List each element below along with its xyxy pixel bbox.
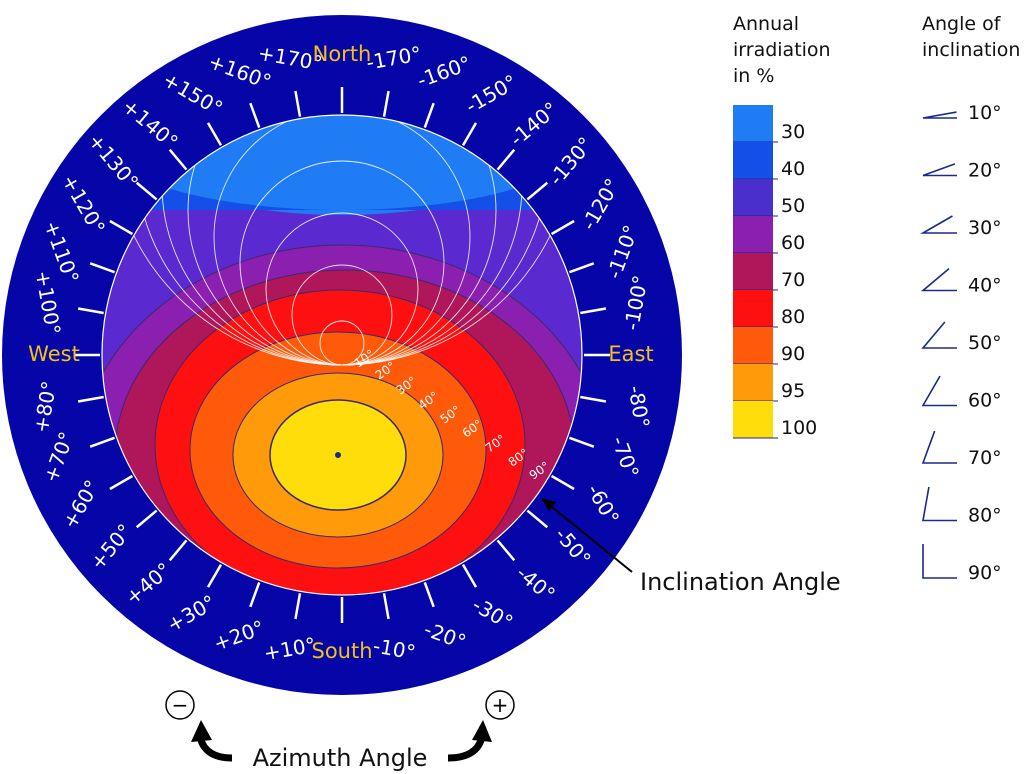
azimuth-tick bbox=[580, 395, 607, 403]
east-label: East bbox=[608, 342, 653, 366]
inclination-legend-title-1: Angle of bbox=[922, 13, 1002, 35]
legend-band-label: 30 bbox=[781, 121, 805, 143]
azimuth-tick bbox=[89, 262, 116, 274]
inclination-legend-label: 10° bbox=[968, 102, 1002, 124]
azimuth-tick bbox=[526, 181, 549, 201]
inclination-icon-80 bbox=[922, 486, 957, 522]
north-label: North bbox=[313, 42, 372, 66]
azimuth-tick bbox=[206, 122, 223, 147]
azimuth-tick bbox=[461, 122, 478, 147]
irradiation-legend-title-1: Annual bbox=[733, 13, 799, 35]
inclination-icon-20 bbox=[922, 163, 957, 177]
inclination-legend-label: 90° bbox=[968, 562, 1002, 584]
legend-band-40 bbox=[733, 142, 773, 179]
azimuth-tick bbox=[77, 307, 104, 315]
legend-band-label: 50 bbox=[781, 195, 805, 217]
azimuth-tick bbox=[568, 262, 595, 274]
azimuth-tick bbox=[89, 436, 116, 448]
plus-symbol: + bbox=[492, 693, 509, 717]
inclination-legend-label: 70° bbox=[968, 447, 1002, 469]
legend-band-80 bbox=[733, 290, 773, 327]
legend-band-50 bbox=[733, 179, 773, 216]
azimuth-ticks bbox=[74, 87, 610, 623]
azimuth-tick bbox=[461, 563, 478, 588]
inclination-legend-label: 60° bbox=[968, 390, 1002, 412]
center-dot bbox=[335, 452, 341, 458]
azimuth-tick bbox=[496, 539, 516, 562]
south-label: South bbox=[311, 639, 372, 663]
azimuth-tick bbox=[249, 581, 261, 608]
azimuth-tick bbox=[135, 181, 158, 201]
right-arrowhead bbox=[472, 720, 492, 742]
inclination-icon-40 bbox=[920, 268, 957, 292]
inclination-legend-label: 30° bbox=[968, 217, 1002, 239]
azimuth-tick bbox=[568, 436, 595, 448]
inclination-arrow bbox=[546, 502, 633, 573]
minus-symbol: − bbox=[172, 693, 189, 717]
irradiation-legend-title-2: irradiation bbox=[733, 39, 831, 61]
azimuth-tick bbox=[382, 593, 390, 620]
azimuth-tick bbox=[294, 90, 302, 117]
legend-band-label: 70 bbox=[781, 269, 805, 291]
azimuth-tick bbox=[423, 581, 435, 608]
inclination-legend-label: 80° bbox=[968, 505, 1002, 527]
legend-band-30 bbox=[733, 105, 773, 142]
azimuth-tick bbox=[580, 307, 607, 315]
legend-band-70 bbox=[733, 253, 773, 290]
azimuth-tick bbox=[249, 102, 261, 129]
azimuth-tick bbox=[168, 148, 188, 171]
azimuth-tick bbox=[550, 474, 575, 491]
left-arrowhead bbox=[191, 720, 212, 742]
azimuth-tick bbox=[206, 563, 223, 588]
plus-circle bbox=[485, 690, 515, 720]
legend-band-label: 90 bbox=[781, 343, 805, 365]
inclination-icon-70 bbox=[921, 430, 957, 464]
legend-band-90 bbox=[733, 327, 773, 364]
azimuth-tick bbox=[168, 539, 188, 562]
inclination-icon-30 bbox=[920, 215, 957, 234]
inclination-angle-label: Inclination Angle bbox=[640, 568, 841, 596]
irradiation-disc bbox=[102, 115, 582, 595]
azimuth-tick bbox=[496, 148, 516, 171]
azimuth-tick bbox=[77, 395, 104, 403]
legend-band-label: 100 bbox=[781, 417, 817, 439]
azimuth-tick bbox=[109, 219, 134, 236]
legend-band-label: 95 bbox=[781, 380, 805, 402]
azimuth-tick bbox=[526, 509, 549, 529]
inclination-icon-50 bbox=[921, 321, 957, 349]
west-label: West bbox=[28, 342, 80, 366]
inclination-icon-60 bbox=[921, 375, 957, 407]
inclination-icon-90 bbox=[922, 544, 957, 579]
azimuth-tick bbox=[550, 219, 575, 236]
legend-band-label: 60 bbox=[781, 232, 805, 254]
azimuth-tick bbox=[109, 474, 134, 491]
legend-band-95 bbox=[733, 364, 773, 401]
azimuth-tick bbox=[294, 593, 302, 620]
minus-circle bbox=[165, 690, 195, 720]
inclination-icon-10 bbox=[922, 111, 957, 119]
inclination-legend-label: 50° bbox=[968, 332, 1002, 354]
legend-band-label: 80 bbox=[781, 306, 805, 328]
azimuth-angle-label: Azimuth Angle bbox=[253, 744, 428, 772]
inclination-legend-label: 40° bbox=[968, 275, 1002, 297]
azimuth-tick bbox=[382, 90, 390, 117]
legend-band-60 bbox=[733, 216, 773, 253]
inclination-legend-title-2: inclination bbox=[922, 39, 1020, 61]
azimuth-tick bbox=[135, 509, 158, 529]
azimuth-tick bbox=[423, 102, 435, 129]
legend-band-100 bbox=[733, 401, 773, 438]
legend-band-label: 40 bbox=[781, 158, 805, 180]
irradiation-legend: Annual irradiation in % 30 40 50 60 70 80 90 95… bbox=[733, 13, 831, 439]
irradiation-legend-title-3: in % bbox=[733, 65, 774, 87]
inclination-legend: Angle of inclination 10° 20° 30° 40° 50° 60° 7… bbox=[920, 13, 1020, 584]
inclination-arrowhead bbox=[541, 498, 556, 511]
inclination-legend-label: 20° bbox=[968, 160, 1002, 182]
